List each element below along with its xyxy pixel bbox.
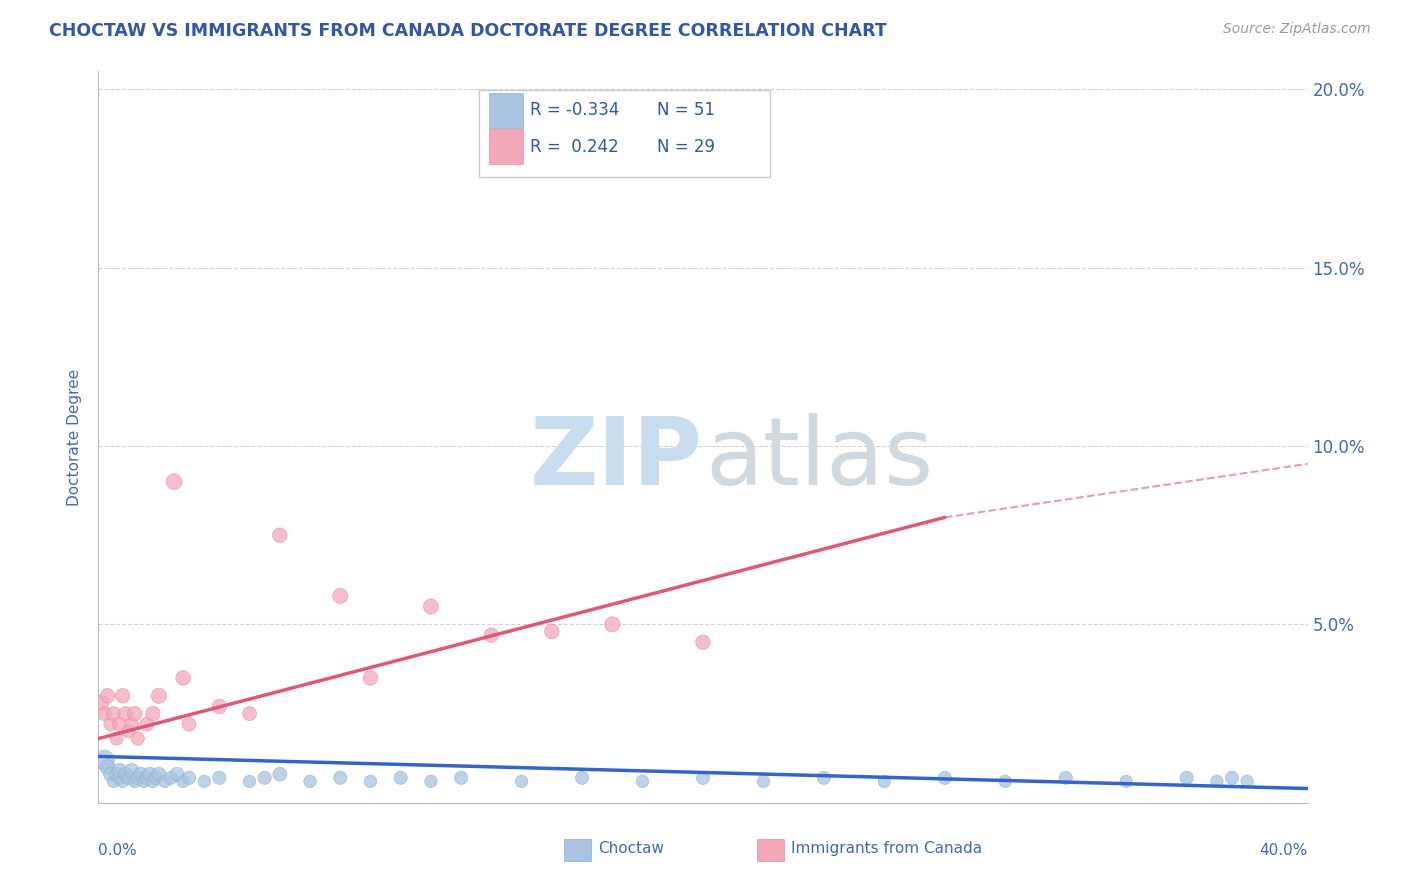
- Bar: [489, 129, 523, 164]
- Text: CHOCTAW VS IMMIGRANTS FROM CANADA DOCTORATE DEGREE CORRELATION CHART: CHOCTAW VS IMMIGRANTS FROM CANADA DOCTOR…: [49, 22, 887, 40]
- Point: [420, 599, 443, 614]
- Point: [105, 731, 128, 746]
- Point: [100, 717, 122, 731]
- Point: [193, 774, 215, 789]
- Point: [1220, 771, 1243, 785]
- Point: [692, 635, 714, 649]
- Text: 0.0%: 0.0%: [98, 843, 138, 858]
- Point: [172, 774, 194, 789]
- Point: [129, 767, 152, 781]
- Point: [118, 724, 141, 739]
- Point: [299, 774, 322, 789]
- Text: N = 29: N = 29: [657, 137, 716, 156]
- Point: [1054, 771, 1077, 785]
- Point: [571, 771, 593, 785]
- Point: [1206, 774, 1229, 789]
- Point: [934, 771, 956, 785]
- Point: [389, 771, 412, 785]
- Point: [269, 528, 291, 542]
- Point: [360, 671, 382, 685]
- Point: [96, 689, 118, 703]
- Point: [1236, 774, 1258, 789]
- Point: [692, 771, 714, 785]
- Point: [96, 760, 118, 774]
- Point: [108, 771, 131, 785]
- Text: ZIP: ZIP: [530, 413, 703, 505]
- Point: [135, 771, 157, 785]
- Point: [153, 774, 176, 789]
- Point: [540, 624, 562, 639]
- Point: [142, 774, 165, 789]
- Point: [90, 696, 112, 710]
- Point: [420, 774, 443, 789]
- Point: [127, 771, 149, 785]
- Point: [631, 774, 654, 789]
- Point: [166, 767, 188, 781]
- Point: [111, 689, 134, 703]
- Point: [142, 706, 165, 721]
- Bar: [758, 839, 785, 862]
- Point: [208, 699, 231, 714]
- FancyBboxPatch shape: [479, 90, 769, 178]
- Point: [111, 774, 134, 789]
- Point: [873, 774, 896, 789]
- Point: [179, 717, 201, 731]
- Text: N = 51: N = 51: [657, 101, 716, 120]
- Point: [93, 753, 115, 767]
- Point: [1175, 771, 1198, 785]
- Point: [269, 767, 291, 781]
- Point: [329, 771, 352, 785]
- Point: [450, 771, 472, 785]
- Point: [118, 771, 141, 785]
- Point: [1115, 774, 1137, 789]
- Point: [994, 774, 1017, 789]
- Point: [108, 764, 131, 778]
- Point: [172, 671, 194, 685]
- Point: [121, 717, 143, 731]
- Point: [105, 767, 128, 781]
- Point: [139, 767, 162, 781]
- Point: [329, 589, 352, 603]
- Point: [239, 706, 262, 721]
- Point: [148, 689, 170, 703]
- Point: [132, 774, 155, 789]
- Point: [93, 706, 115, 721]
- Point: [114, 767, 136, 781]
- Point: [127, 731, 149, 746]
- Point: [208, 771, 231, 785]
- Text: Immigrants from Canada: Immigrants from Canada: [792, 841, 983, 856]
- Point: [602, 617, 624, 632]
- Point: [163, 475, 186, 489]
- Text: Choctaw: Choctaw: [598, 841, 664, 856]
- Point: [103, 706, 125, 721]
- Point: [108, 717, 131, 731]
- Point: [124, 774, 146, 789]
- Point: [239, 774, 262, 789]
- Text: atlas: atlas: [706, 413, 934, 505]
- Point: [813, 771, 835, 785]
- Point: [481, 628, 503, 642]
- Point: [121, 764, 143, 778]
- Text: Source: ZipAtlas.com: Source: ZipAtlas.com: [1223, 22, 1371, 37]
- Bar: [489, 93, 523, 128]
- Point: [253, 771, 276, 785]
- Point: [103, 774, 125, 789]
- Text: 40.0%: 40.0%: [1260, 843, 1308, 858]
- Point: [179, 771, 201, 785]
- Text: R = -0.334: R = -0.334: [530, 101, 620, 120]
- Point: [160, 771, 183, 785]
- Bar: [564, 839, 591, 862]
- Point: [135, 717, 157, 731]
- Y-axis label: Doctorate Degree: Doctorate Degree: [67, 368, 83, 506]
- Point: [148, 767, 170, 781]
- Point: [145, 771, 167, 785]
- Point: [124, 706, 146, 721]
- Point: [360, 774, 382, 789]
- Point: [510, 774, 533, 789]
- Point: [114, 706, 136, 721]
- Point: [100, 767, 122, 781]
- Text: R =  0.242: R = 0.242: [530, 137, 619, 156]
- Point: [752, 774, 775, 789]
